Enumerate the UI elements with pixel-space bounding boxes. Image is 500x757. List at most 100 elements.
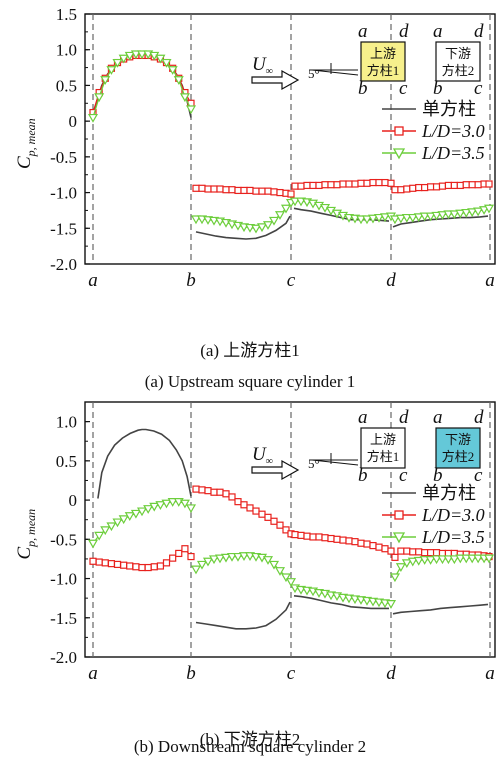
- data-point-triangle: [130, 50, 141, 60]
- data-point-triangle: [413, 213, 424, 223]
- data-point-square: [113, 560, 122, 569]
- data-point-square: [333, 535, 341, 543]
- data-point-triangle: [185, 504, 197, 514]
- data-point-square: [450, 181, 458, 190]
- data-point-triangle: [136, 507, 148, 517]
- cylinder-label-line1: 下游: [445, 432, 471, 447]
- corner-label: d: [399, 407, 409, 428]
- data-point-triangle: [155, 54, 166, 64]
- cylinder-box-2: [435, 427, 481, 469]
- data-point-triangle: [395, 563, 406, 572]
- data-point-square: [150, 563, 158, 571]
- data-point-square: [270, 188, 278, 196]
- data-point-square: [126, 562, 134, 570]
- data-point-triangle: [437, 211, 448, 220]
- data-point-triangle: [483, 204, 495, 214]
- data-point-square: [387, 179, 395, 187]
- data-point-square: [291, 182, 299, 190]
- data-point-square: [240, 186, 248, 195]
- chart-upstream: 1.5 1.0 0.5 0 -0.5 -1.0 -1.5 -2.0 a b c d a Cp, mean 单…: [14, 5, 496, 391]
- corner-label: b: [433, 465, 443, 486]
- corner-label: c: [399, 78, 408, 99]
- data-point-triangle: [289, 197, 301, 207]
- data-point-triangle: [373, 213, 385, 223]
- data-point-square: [409, 548, 417, 556]
- data-point-square: [462, 181, 470, 189]
- y-tick-label: 0.5: [56, 76, 77, 95]
- data-point-triangle: [167, 66, 178, 75]
- series-line-segment: [92, 54, 192, 113]
- series-line-segment: [392, 215, 489, 228]
- data-point-triangle: [100, 526, 111, 536]
- caption-english: (a) Upstream square cylinder 1: [145, 372, 356, 391]
- data-point-square: [252, 187, 260, 195]
- corner-label: a: [358, 407, 368, 428]
- data-point-square: [456, 181, 464, 190]
- data-point-square: [427, 549, 435, 557]
- data-point-triangle: [443, 555, 454, 565]
- y-tick-label: 0.5: [56, 452, 77, 471]
- data-point-square: [351, 180, 359, 188]
- x-tick-label: a: [485, 663, 495, 684]
- data-point-triangle: [449, 555, 460, 565]
- data-point-square: [216, 185, 224, 193]
- data-point-square: [175, 549, 183, 558]
- data-point-square: [387, 547, 395, 555]
- caption-chinese: (b) 下游方柱2: [200, 730, 301, 749]
- data-point-triangle: [455, 209, 466, 219]
- data-point-square: [369, 541, 377, 550]
- data-point-triangle: [274, 567, 286, 576]
- data-point-triangle: [483, 554, 495, 564]
- data-point-square: [228, 493, 236, 501]
- data-point-square: [432, 549, 441, 557]
- x-tick-label: b: [186, 270, 196, 291]
- data-point-square: [156, 562, 165, 570]
- data-point-triangle: [280, 204, 292, 214]
- data-point-square: [339, 536, 347, 544]
- data-point-square: [351, 538, 359, 546]
- y-tick-label: -1.0: [50, 184, 77, 203]
- data-point-square: [403, 547, 411, 555]
- data-point-triangle: [473, 554, 484, 564]
- data-point-square: [369, 178, 377, 187]
- data-point-square: [282, 526, 290, 534]
- x-tick-label: d: [386, 663, 396, 684]
- legend-marker-triangle: [392, 148, 406, 160]
- data-point-square: [309, 181, 317, 190]
- caption-english: (b) Downstream square cylinder 2: [134, 737, 366, 756]
- data-point-triangle: [124, 51, 135, 61]
- data-point-triangle: [130, 509, 141, 519]
- data-point-square: [375, 543, 383, 551]
- inset-schematic: U∞ 5° 上游方柱1 a d b c 下游方柱2 a d b c: [251, 21, 484, 99]
- data-point-triangle: [94, 93, 105, 103]
- data-point-triangle: [149, 502, 160, 512]
- data-point-square: [363, 179, 371, 187]
- data-point-triangle: [407, 557, 418, 567]
- y-tick-label: -1.5: [50, 609, 77, 628]
- cylinder-box-1: [360, 427, 406, 469]
- corner-label: a: [433, 407, 443, 428]
- data-point-triangle: [173, 76, 184, 85]
- x-tick-label: a: [485, 270, 495, 291]
- data-point-square: [144, 563, 152, 572]
- corner-label: c: [474, 78, 483, 99]
- data-point-square: [339, 180, 347, 188]
- data-point-square: [345, 180, 353, 188]
- inset-schematic: U∞ 5° 上游方柱1 a d b c 下游方柱2 a d b c: [251, 407, 484, 486]
- y-tick-label: 0: [69, 491, 78, 510]
- data-point-square: [333, 181, 341, 189]
- data-point-triangle: [143, 505, 154, 514]
- cylinder-label-line2: 方柱2: [442, 63, 475, 78]
- data-point-triangle: [268, 216, 280, 226]
- data-point-triangle: [208, 555, 220, 565]
- data-point-square: [468, 181, 476, 189]
- corner-label: b: [433, 78, 443, 99]
- data-point-square: [432, 183, 441, 191]
- data-point-square: [421, 183, 429, 192]
- corner-label: c: [474, 465, 483, 486]
- data-point-square: [321, 534, 329, 542]
- data-point-triangle: [226, 552, 238, 562]
- data-point-triangle: [401, 559, 412, 569]
- data-point-triangle: [401, 213, 412, 223]
